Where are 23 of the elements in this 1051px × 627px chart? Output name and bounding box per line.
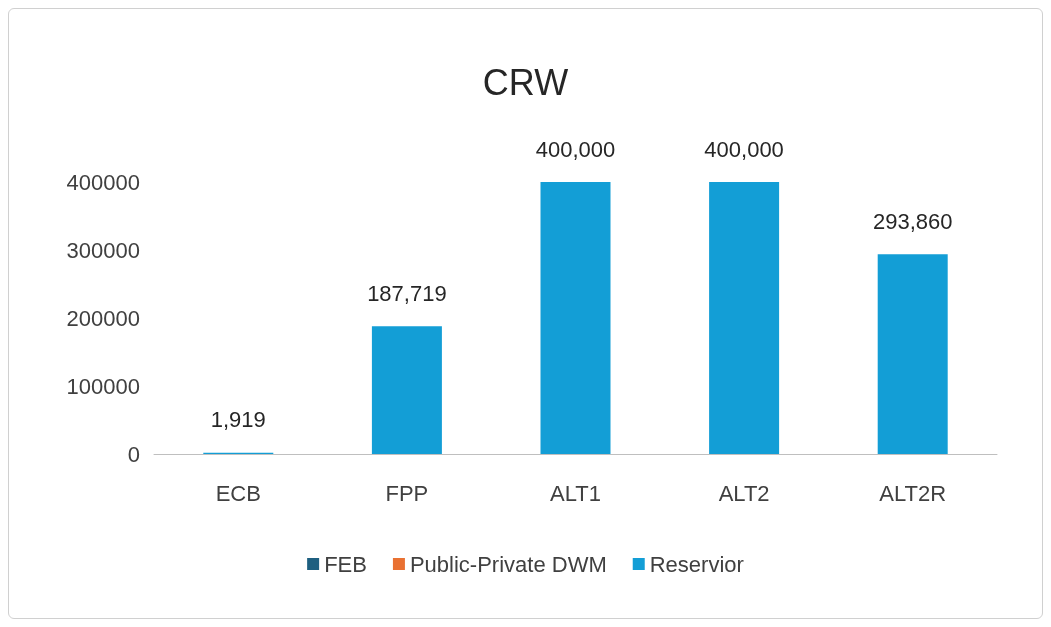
data-label: 187,719 bbox=[367, 280, 447, 306]
data-label: 400,000 bbox=[535, 136, 616, 162]
data-label: 1,919 bbox=[210, 407, 266, 433]
x-tick-label: FPP bbox=[385, 480, 429, 506]
y-tick-label: 0 bbox=[127, 441, 140, 467]
y-tick-label: 200000 bbox=[66, 305, 140, 331]
y-tick-label: 100000 bbox=[66, 373, 140, 399]
y-tick-label: 400000 bbox=[66, 169, 140, 195]
x-tick-label: ECB bbox=[215, 480, 261, 506]
legend-label: FEB bbox=[324, 551, 367, 577]
legend-label: Reservior bbox=[649, 551, 744, 577]
x-tick-label: ALT2R bbox=[879, 480, 947, 506]
bar bbox=[540, 182, 611, 454]
legend-label: Public-Private DWM bbox=[409, 551, 607, 577]
x-tick-label: ALT2 bbox=[718, 480, 770, 506]
y-tick-label: 300000 bbox=[66, 237, 140, 263]
chart-title: CRW bbox=[482, 61, 569, 103]
data-label: 400,000 bbox=[704, 136, 784, 162]
bar bbox=[877, 254, 948, 454]
x-tick-label: ALT1 bbox=[550, 480, 601, 506]
data-label: 293,860 bbox=[872, 208, 953, 234]
bar bbox=[709, 182, 780, 454]
bar bbox=[371, 326, 442, 454]
